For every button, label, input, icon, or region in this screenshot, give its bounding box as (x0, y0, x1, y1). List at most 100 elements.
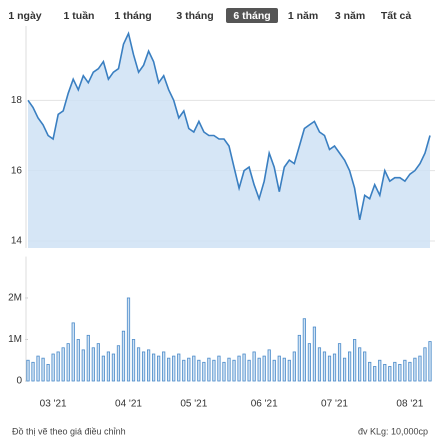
volume-bar (257, 357, 261, 382)
volume-bar (56, 351, 60, 382)
volume-bar (252, 351, 256, 382)
y-tick-label: 1M (8, 334, 22, 345)
volume-bar (222, 361, 226, 382)
volume-bar (388, 366, 392, 382)
footer-note: Đồ thị vẽ theo giá điều chỉnh (12, 426, 126, 436)
volume-bar (363, 351, 367, 382)
volume-bar (46, 363, 50, 382)
volume-bar (26, 359, 30, 382)
volume-bar (247, 359, 251, 382)
volume-bar (322, 351, 327, 382)
volume-bar (342, 357, 347, 382)
volume-bar (76, 339, 80, 382)
volume-bar (207, 357, 211, 382)
volume-bar (141, 351, 146, 382)
volume-bar (41, 357, 45, 382)
tab[interactable]: 3 tháng (176, 10, 213, 22)
volume-bar (232, 359, 236, 382)
tab[interactable]: 3 năm (335, 10, 365, 22)
volume-bar (237, 355, 241, 382)
volume-bar (353, 339, 357, 382)
x-tick-label: 08 '21 (396, 399, 423, 410)
volume-bar (71, 322, 75, 382)
volume-bar (111, 353, 116, 382)
x-tick-label: 06 '21 (251, 399, 278, 410)
volume-bar (378, 359, 382, 382)
y-tick-label: 2M (8, 293, 22, 304)
x-tick-label: 04 '21 (115, 399, 142, 410)
volume-bar (202, 361, 206, 382)
volume-bar (81, 349, 85, 382)
tab-selected-bg (226, 8, 278, 23)
volume-bar (192, 355, 196, 382)
volume-bar (398, 363, 402, 382)
volume-bar (393, 361, 397, 382)
volume-bar (428, 341, 432, 382)
volume-bar (167, 357, 171, 382)
tab[interactable]: Tất cả (381, 10, 412, 22)
volume-bar (418, 355, 422, 382)
volume-bar (317, 347, 322, 382)
volume-bar (332, 353, 337, 382)
volume-bar (86, 334, 90, 382)
volume-bar (302, 318, 306, 382)
volume-bar (368, 361, 372, 382)
price-area (28, 33, 430, 248)
volume-bar (51, 353, 55, 382)
volume-bar (347, 351, 352, 382)
volume-bar (403, 359, 407, 382)
y-tick-label: 16 (11, 165, 23, 176)
volume-bar (292, 351, 296, 382)
tab[interactable]: 6 tháng (233, 10, 270, 22)
volume-bar (267, 349, 271, 382)
volume-bar (116, 345, 121, 382)
tab[interactable]: 1 tuần (64, 10, 95, 22)
volume-bar (31, 361, 35, 382)
volume-bar (197, 359, 201, 382)
volume-bar (262, 355, 266, 382)
volume-bar (297, 334, 301, 382)
volume-bar (358, 347, 362, 382)
volume-bar (61, 347, 65, 382)
volume-bar (272, 359, 276, 382)
volume-bar (242, 353, 246, 382)
volume-bar (66, 343, 70, 382)
volume-bar (282, 357, 286, 382)
volume-bar (337, 343, 342, 382)
x-tick-label: 03 '21 (40, 399, 67, 410)
volume-bar (423, 347, 427, 382)
volume-bar (327, 355, 332, 382)
volume-bar (121, 330, 126, 382)
tab[interactable]: 1 năm (288, 10, 318, 22)
y-tick-label: 18 (11, 95, 23, 106)
volume-bar (131, 339, 136, 382)
volume-bar (136, 347, 141, 382)
tab[interactable]: 1 tháng (114, 10, 151, 22)
volume-bar (408, 361, 412, 382)
volume-bar (106, 351, 110, 382)
volume-bar (177, 353, 181, 382)
volume-bar (146, 349, 151, 382)
y-tick-label: 0 (16, 376, 22, 387)
volume-bar (227, 357, 231, 382)
volume-bar (187, 357, 191, 382)
volume-bar (152, 353, 156, 382)
volume-bar (182, 359, 186, 382)
y-tick-label: 14 (11, 236, 23, 247)
volume-bar (373, 366, 377, 382)
x-tick-label: 05 '21 (180, 399, 207, 410)
volume-bar (312, 326, 317, 382)
volume-bar (126, 297, 131, 382)
footer-unit: đv KLg: 10,000cp (358, 426, 428, 436)
volume-bar (157, 355, 161, 382)
volume-bar (212, 359, 216, 382)
volume-bar (36, 355, 40, 382)
x-tick-label: 07 '21 (321, 399, 348, 410)
volume-bar (91, 347, 95, 382)
volume-bar (96, 343, 100, 382)
tab[interactable]: 1 ngày (8, 10, 41, 22)
volume-bar (413, 357, 417, 382)
volume-bar (172, 355, 176, 382)
volume-bar (277, 355, 281, 382)
